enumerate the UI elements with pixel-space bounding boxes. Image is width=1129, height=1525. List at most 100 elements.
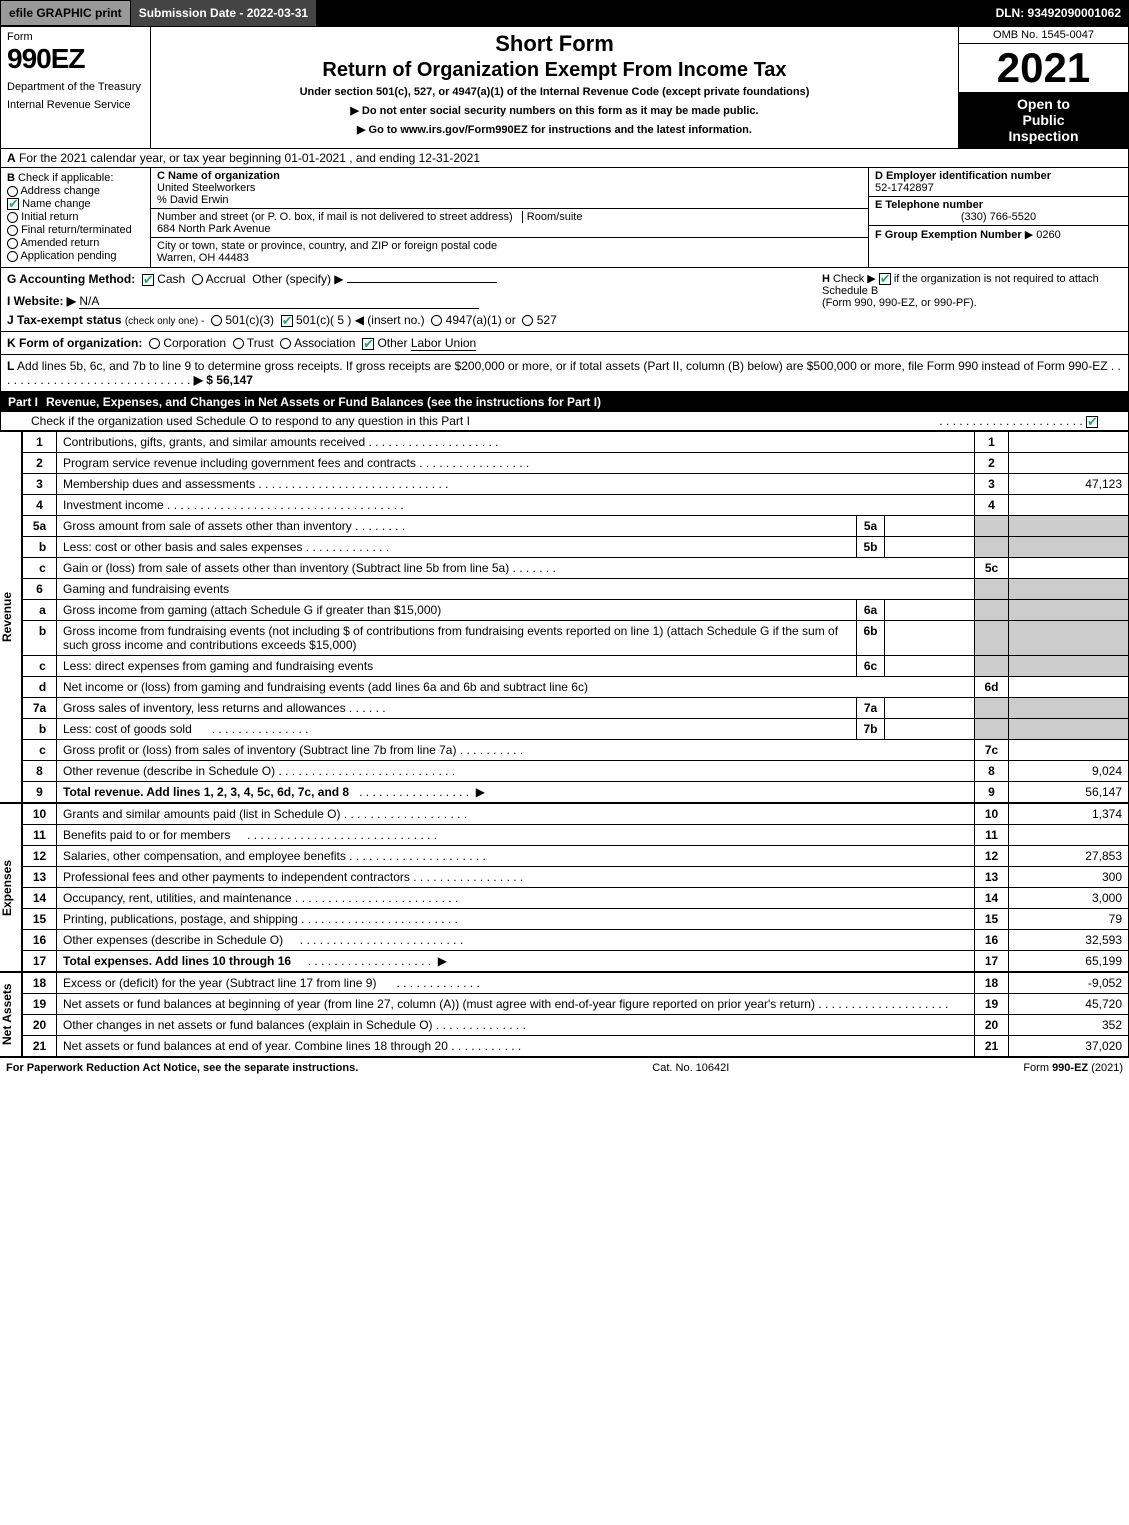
- netassets-table: 18Excess or (deficit) for the year (Subt…: [22, 972, 1129, 1057]
- assoc-check[interactable]: [280, 338, 291, 349]
- expenses-vlabel: Expenses: [0, 803, 22, 972]
- 501c3-label: 501(c)(3): [225, 313, 274, 327]
- return-title: Return of Organization Exempt From Incom…: [159, 59, 950, 82]
- section-l-amount: ▶ $ 56,147: [194, 373, 253, 387]
- cash-check[interactable]: [142, 274, 154, 286]
- 4947-check[interactable]: [431, 315, 442, 326]
- application-pending-check[interactable]: Application pending: [7, 250, 144, 262]
- department: Department of the Treasury: [7, 81, 144, 93]
- trust-check[interactable]: [233, 338, 244, 349]
- line-17: 17Total expenses. Add lines 10 through 1…: [23, 951, 1129, 972]
- line-3: 3Membership dues and assessments . . . .…: [23, 474, 1129, 495]
- city-label: City or town, state or province, country…: [157, 240, 862, 252]
- schedule-o-check[interactable]: [1086, 416, 1098, 428]
- schedule-b-check[interactable]: [879, 273, 891, 285]
- line-6c: cLess: direct expenses from gaming and f…: [23, 656, 1129, 677]
- section-a-text: For the 2021 calendar year, or tax year …: [19, 151, 480, 165]
- expenses-table: 10Grants and similar amounts paid (list …: [22, 803, 1129, 972]
- line-20: 20Other changes in net assets or fund ba…: [23, 1015, 1129, 1036]
- section-h: H Check ▶ if the organization is not req…: [822, 272, 1122, 309]
- 4947-label: 4947(a)(1) or: [446, 313, 516, 327]
- line-2: 2Program service revenue including gover…: [23, 453, 1129, 474]
- initial-return-check[interactable]: Initial return: [7, 211, 144, 223]
- careof: % David Erwin: [157, 194, 862, 206]
- line-4: 4Investment income . . . . . . . . . . .…: [23, 495, 1129, 516]
- section-l-label: L: [7, 359, 14, 373]
- part-i-header: Part I Revenue, Expenses, and Changes in…: [0, 392, 1129, 412]
- revenue-vlabel: Revenue: [0, 431, 22, 803]
- submission-date: Submission Date - 2022-03-31: [131, 0, 316, 26]
- subtitle: Under section 501(c), 527, or 4947(a)(1)…: [159, 86, 950, 98]
- line-13: 13Professional fees and other payments t…: [23, 867, 1129, 888]
- trust-label: Trust: [247, 336, 274, 350]
- line-7a: 7aGross sales of inventory, less returns…: [23, 698, 1129, 719]
- omb-number: OMB No. 1545-0047: [959, 27, 1128, 44]
- line-10: 10Grants and similar amounts paid (list …: [23, 804, 1129, 825]
- group-exemption-value: ▶ 0260: [1025, 229, 1061, 241]
- section-l-text: Add lines 5b, 6c, and 7b to line 9 to de…: [17, 359, 1108, 373]
- form-header: Form 990EZ Department of the Treasury In…: [0, 26, 1129, 149]
- section-j-label: J Tax-exempt status: [7, 313, 122, 327]
- line-6a: aGross income from gaming (attach Schedu…: [23, 600, 1129, 621]
- city-state-zip: Warren, OH 44483: [157, 252, 862, 264]
- expenses-section: Expenses 10Grants and similar amounts pa…: [0, 803, 1129, 972]
- line-7c: cGross profit or (loss) from sales of in…: [23, 740, 1129, 761]
- section-h-check-label: Check ▶: [833, 273, 876, 285]
- footer-left: For Paperwork Reduction Act Notice, see …: [6, 1062, 358, 1074]
- form-word: Form: [7, 31, 144, 43]
- line-5b: bLess: cost or other basis and sales exp…: [23, 537, 1129, 558]
- top-bar: efile GRAPHIC print Submission Date - 20…: [0, 0, 1129, 26]
- sections-ghij: G Accounting Method: Cash Accrual Other …: [0, 268, 1129, 332]
- org-name: United Steelworkers: [157, 182, 862, 194]
- section-b: B Check if applicable: Address change Na…: [1, 168, 151, 267]
- section-a: A For the 2021 calendar year, or tax yea…: [0, 149, 1129, 168]
- short-form-title: Short Form: [159, 31, 950, 57]
- line-6b: bGross income from fundraising events (n…: [23, 621, 1129, 656]
- netassets-vlabel: Net Assets: [0, 972, 22, 1057]
- line-6d: dNet income or (loss) from gaming and fu…: [23, 677, 1129, 698]
- addr-label: Number and street (or P. O. box, if mail…: [157, 211, 513, 223]
- line-11: 11Benefits paid to or for members . . . …: [23, 825, 1129, 846]
- section-h-text3: (Form 990, 990-EZ, or 990-PF).: [822, 297, 977, 309]
- irs-label: Internal Revenue Service: [7, 99, 144, 111]
- phone-label: E Telephone number: [875, 199, 1122, 211]
- street-address: 684 North Park Avenue: [157, 223, 862, 235]
- section-k-label: K Form of organization:: [7, 336, 142, 350]
- accrual-label: Accrual: [206, 272, 246, 286]
- section-k: K Form of organization: Corporation Trus…: [0, 332, 1129, 355]
- section-c: C Name of organization United Steelworke…: [151, 168, 868, 267]
- tax-year: 2021: [959, 44, 1128, 92]
- 527-check[interactable]: [522, 315, 533, 326]
- netassets-section: Net Assets 18Excess or (deficit) for the…: [0, 972, 1129, 1057]
- 501c-label: 501(c)( 5 ) ◀ (insert no.): [296, 313, 425, 327]
- efile-print-button[interactable]: efile GRAPHIC print: [0, 0, 131, 26]
- section-l: L Add lines 5b, 6c, and 7b to line 9 to …: [0, 355, 1129, 392]
- name-change-check[interactable]: Name change: [7, 198, 144, 210]
- line-8: 8Other revenue (describe in Schedule O) …: [23, 761, 1129, 782]
- 501c-check[interactable]: [281, 315, 293, 327]
- form-number: 990EZ: [7, 43, 144, 75]
- ein-value: 52-1742897: [875, 182, 1122, 194]
- line-18: 18Excess or (deficit) for the year (Subt…: [23, 973, 1129, 994]
- corp-check[interactable]: [149, 338, 160, 349]
- final-return-check[interactable]: Final return/terminated: [7, 224, 144, 236]
- section-b-label: B: [7, 172, 15, 184]
- part-i-check-text: Check if the organization used Schedule …: [31, 414, 470, 428]
- goto-link[interactable]: ▶ Go to www.irs.gov/Form990EZ for instru…: [159, 123, 950, 136]
- accrual-check[interactable]: [192, 274, 203, 285]
- other-org-check[interactable]: [362, 338, 374, 350]
- line-15: 15Printing, publications, postage, and s…: [23, 909, 1129, 930]
- line-5a: 5aGross amount from sale of assets other…: [23, 516, 1129, 537]
- cash-label: Cash: [157, 272, 185, 286]
- line-7b: bLess: cost of goods sold . . . . . . . …: [23, 719, 1129, 740]
- website-label: I Website: ▶: [7, 294, 76, 308]
- other-method-input[interactable]: [347, 282, 497, 283]
- section-j-hint: (check only one) -: [125, 316, 204, 327]
- open-line3: Inspection: [963, 128, 1124, 144]
- amended-return-check[interactable]: Amended return: [7, 237, 144, 249]
- 501c3-check[interactable]: [211, 315, 222, 326]
- line-19: 19Net assets or fund balances at beginni…: [23, 994, 1129, 1015]
- address-change-check[interactable]: Address change: [7, 185, 144, 197]
- line-21: 21Net assets or fund balances at end of …: [23, 1036, 1129, 1057]
- other-org-value: Labor Union: [411, 336, 476, 351]
